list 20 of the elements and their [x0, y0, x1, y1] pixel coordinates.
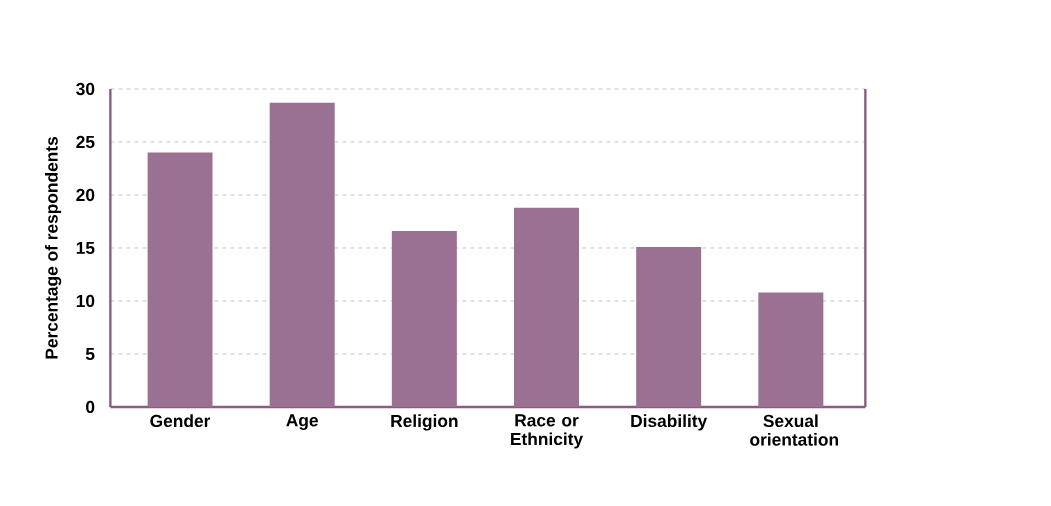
y-tick-label: 5 — [85, 347, 95, 361]
bar — [636, 246, 702, 407]
y-tick-label: 10 — [76, 294, 95, 308]
x-tick-label: Religion — [391, 414, 458, 431]
x-tick-label: Gender — [150, 414, 211, 428]
x-tick-label: Race or Ethnicity — [511, 414, 584, 449]
bar — [269, 102, 335, 407]
x-tick-label: Sexual orientation — [750, 414, 838, 446]
x-tick-label: Disability — [631, 414, 708, 431]
bar — [391, 231, 457, 407]
y-tick-label: 20 — [76, 188, 95, 202]
y-tick-label: 0 — [86, 400, 95, 414]
y-tick-label: 25 — [76, 135, 95, 149]
x-tick-label: Age — [286, 414, 318, 430]
bar — [147, 152, 213, 407]
y-tick-label: 15 — [76, 241, 95, 255]
bar — [514, 207, 580, 407]
bar — [758, 292, 824, 407]
y-axis-title: Percentage of respondents — [44, 136, 62, 359]
y-tick-label: 30 — [76, 82, 95, 96]
